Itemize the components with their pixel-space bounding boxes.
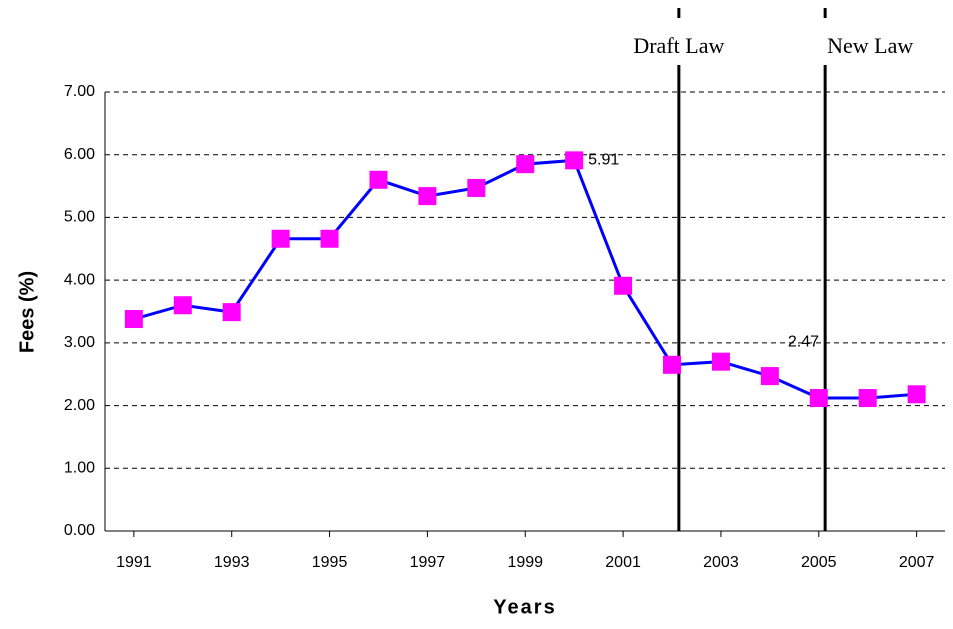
marker — [907, 385, 926, 404]
marker — [711, 352, 730, 371]
x-tick-label: 1991 — [116, 554, 152, 571]
y-tick-label: 0.00 — [64, 522, 95, 539]
marker — [222, 303, 241, 322]
y-tick-label: 6.00 — [64, 146, 95, 163]
x-tick-label: 1999 — [507, 554, 543, 571]
marker — [320, 229, 339, 248]
marker — [565, 151, 584, 170]
y-tick-label: 3.00 — [64, 334, 95, 351]
marker — [418, 187, 437, 206]
x-tick-label: 1993 — [214, 554, 250, 571]
y-tick-label: 7.00 — [64, 83, 95, 100]
series-line — [133, 158, 917, 400]
x-tick-label: 2007 — [899, 554, 935, 571]
x-tick-label: 2005 — [801, 554, 837, 571]
marker — [663, 355, 682, 374]
value-label: 5.91 — [588, 152, 619, 169]
marker — [173, 296, 192, 315]
x-tick-label: 2003 — [703, 554, 739, 571]
marker — [271, 229, 290, 248]
marker — [369, 170, 388, 189]
value-label: 2.47 — [788, 333, 819, 350]
x-tick-label: 1995 — [312, 554, 348, 571]
y-tick-label: 4.00 — [64, 271, 95, 288]
annotation-label: Draft Law — [633, 33, 724, 58]
x-axis-label: Years — [493, 596, 556, 618]
marker — [614, 276, 633, 295]
annotation-label: New Law — [827, 33, 913, 58]
marker — [467, 178, 486, 197]
y-axis-label: Fees (%) — [16, 271, 38, 353]
x-tick-label: 2001 — [605, 554, 641, 571]
marker — [809, 389, 828, 408]
x-tick-label: 1997 — [410, 554, 446, 571]
marker — [858, 389, 877, 408]
y-tick-label: 2.00 — [64, 397, 95, 414]
y-tick-label: 1.00 — [64, 460, 95, 477]
marker — [760, 367, 779, 386]
marker — [124, 310, 143, 329]
marker — [516, 155, 535, 174]
y-tick-label: 5.00 — [64, 209, 95, 226]
